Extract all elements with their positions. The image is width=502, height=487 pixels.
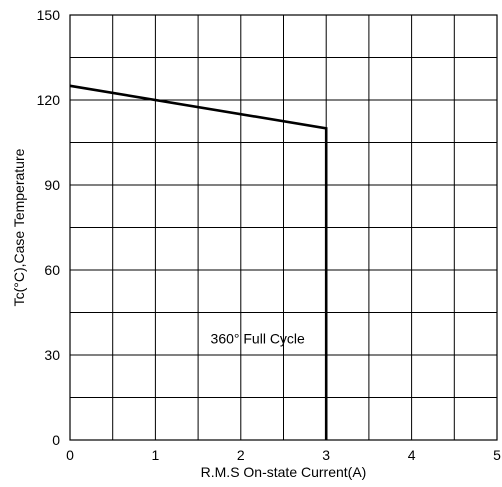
y-tick-label: 0 [52, 432, 60, 448]
x-axis-title: R.M.S On-state Current(A) [201, 464, 367, 480]
series-layer [69, 84, 328, 440]
x-tick-labels: 0 1 2 3 4 5 [66, 447, 501, 463]
y-tick-label: 90 [44, 177, 60, 193]
y-tick-label: 60 [44, 262, 60, 278]
series-line-0 [69, 84, 328, 440]
annotation-label: 360° Full Cycle [211, 331, 306, 347]
x-tick-label: 1 [152, 447, 160, 463]
x-tick-label: 5 [493, 447, 501, 463]
annotations: 360° Full Cycle [211, 331, 306, 347]
grid [70, 15, 497, 440]
x-tick-label: 2 [237, 447, 245, 463]
y-tick-label: 120 [37, 92, 61, 108]
x-tick-label: 0 [66, 447, 74, 463]
y-tick-label: 150 [37, 7, 61, 23]
x-tick-label: 3 [322, 447, 330, 463]
y-tick-labels: 0 30 60 90 120 150 [37, 7, 61, 448]
plot-frame [69, 14, 498, 441]
x-tick-label: 4 [408, 447, 416, 463]
y-axis-title: Tc(°C),Case Temperature [11, 148, 27, 306]
y-tick-label: 30 [44, 347, 60, 363]
